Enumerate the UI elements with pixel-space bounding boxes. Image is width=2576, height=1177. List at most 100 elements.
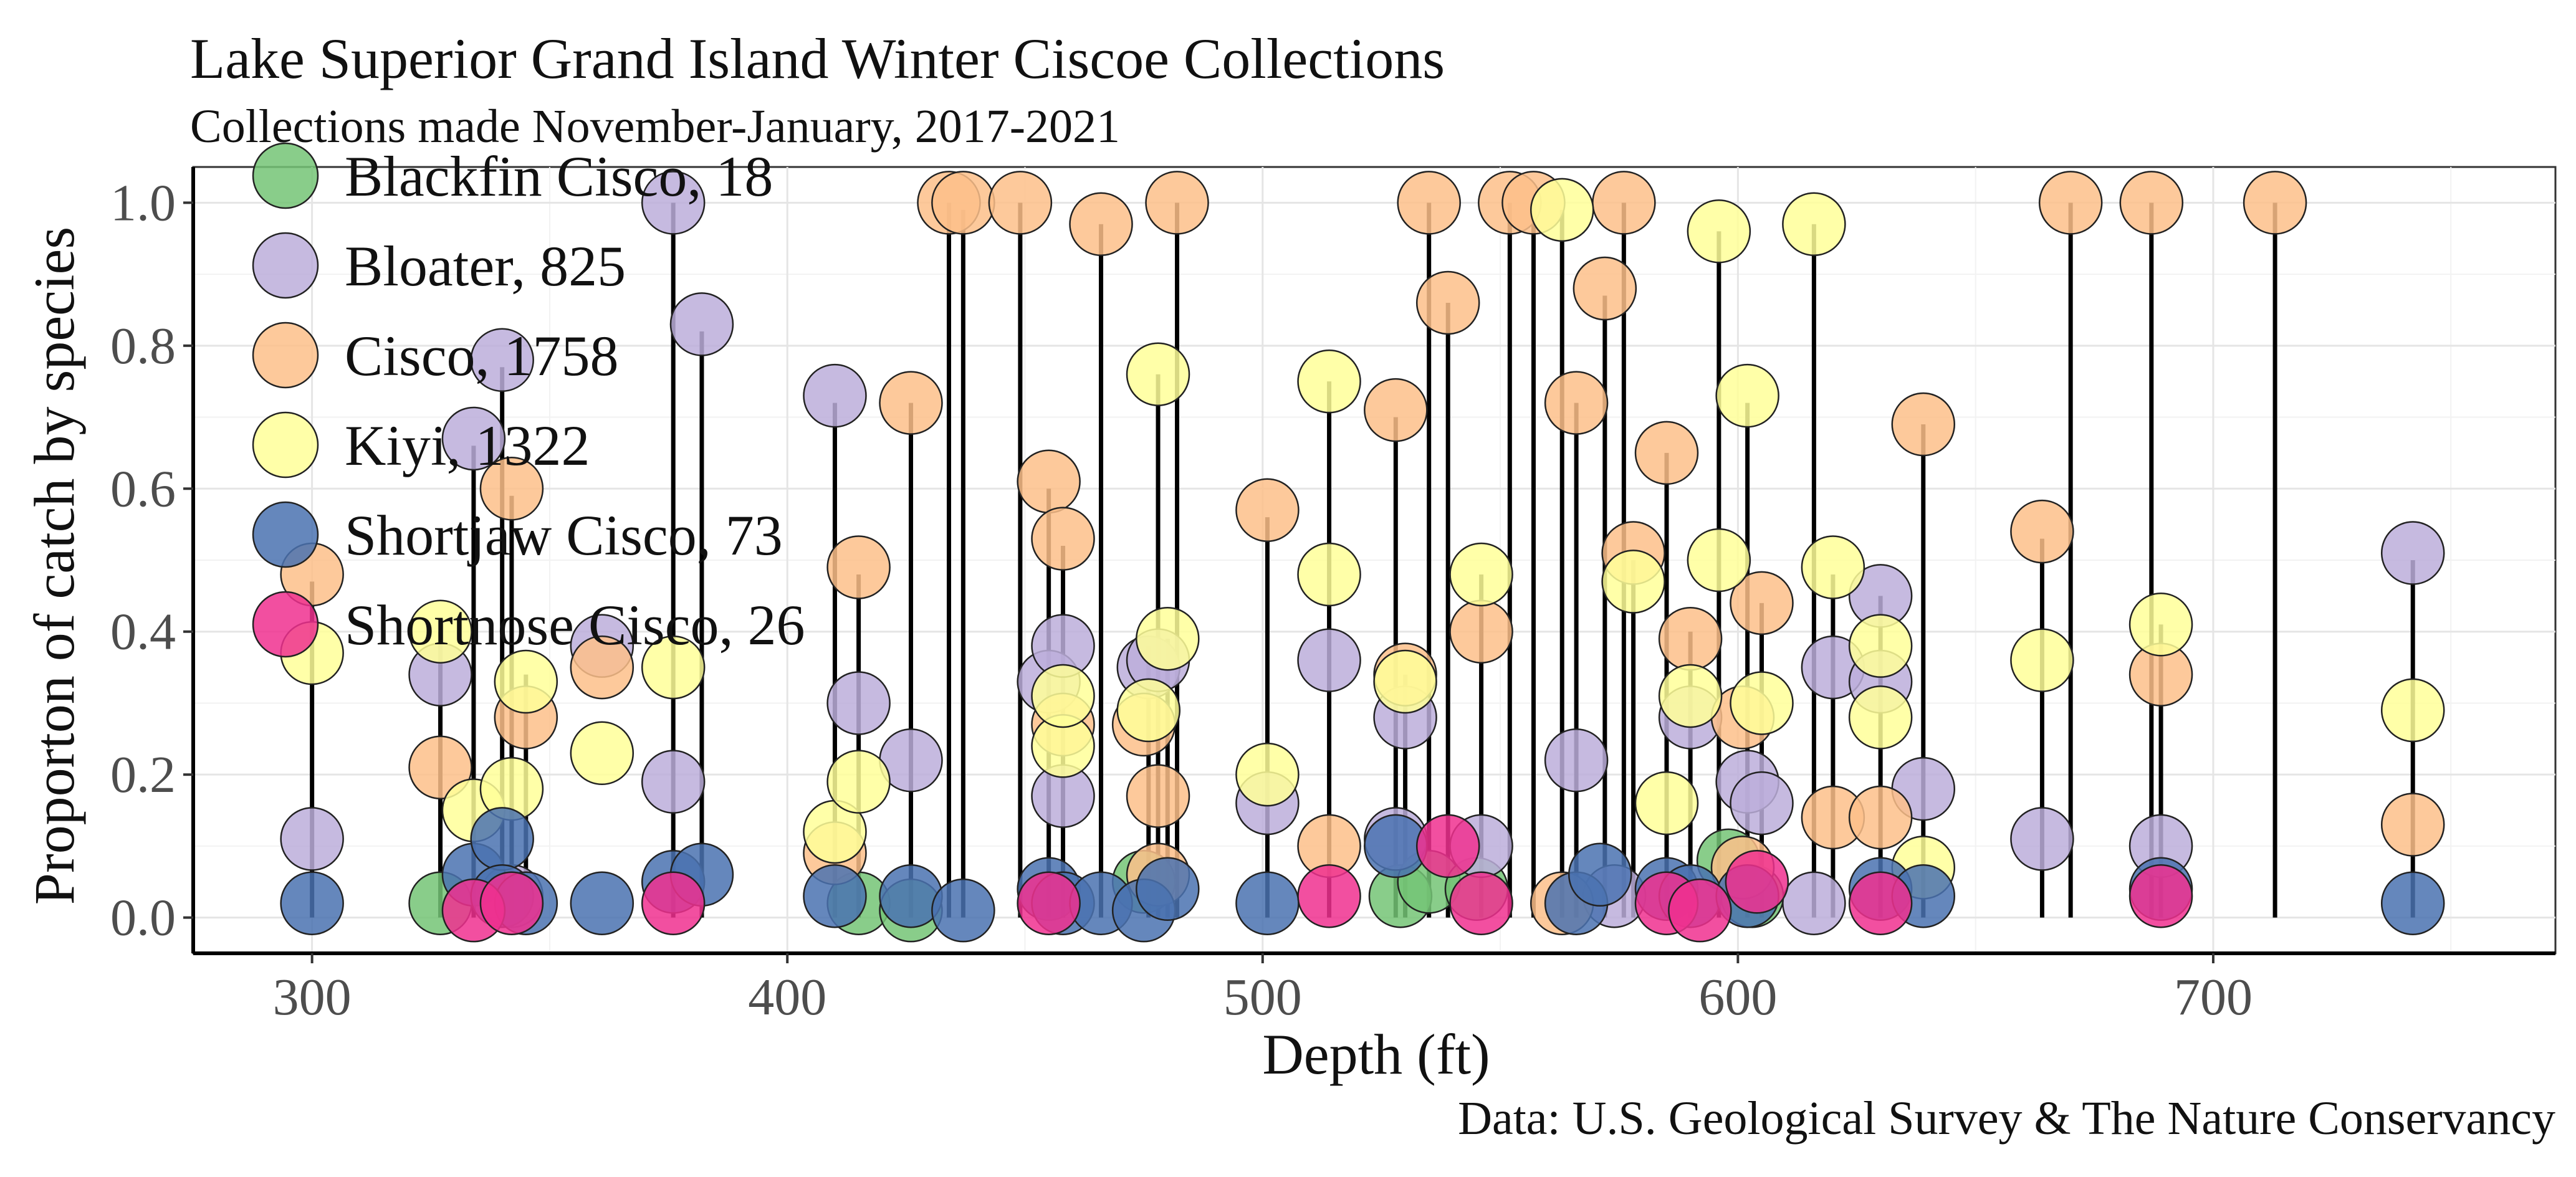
data-point-series-2: [1658, 606, 1723, 671]
data-point-series-2: [1364, 378, 1428, 442]
data-point-series-3: [1687, 528, 1751, 593]
data-point-series-1: [641, 171, 706, 235]
data-points: [280, 171, 2445, 943]
data-point-series-1: [669, 292, 734, 356]
data-point-series-3: [494, 649, 558, 714]
data-point-series-2: [931, 171, 995, 235]
x-axis-title: Depth (ft): [1262, 1022, 1490, 1086]
data-point-series-2: [1017, 449, 1081, 514]
data-point-series-3: [2380, 678, 2445, 743]
data-point-series-1: [1730, 771, 1794, 836]
data-point-series-3: [1136, 606, 1200, 671]
data-source-caption: Data: U.S. Geological Survey & The Natur…: [1458, 1092, 2555, 1145]
y-axis-title: Proporton of catch by species: [22, 227, 86, 905]
data-point-series-2: [1634, 421, 1699, 485]
data-point-series-3: [826, 750, 891, 814]
data-point-series-3: [1116, 678, 1181, 743]
data-point-series-3: [1658, 664, 1723, 728]
data-point-series-5: [2128, 864, 2193, 928]
x-tick-label: 600: [1698, 968, 1777, 1026]
data-point-series-3: [1297, 349, 1361, 414]
y-tick-label: 0.8: [110, 317, 176, 375]
data-point-series-2: [1397, 171, 1461, 235]
data-point-series-1: [1782, 871, 1846, 935]
chart-subtitle: Collections made November-January, 2017-…: [190, 100, 1120, 153]
x-tick-label: 300: [273, 968, 352, 1026]
y-tick-label: 1.0: [110, 174, 176, 232]
x-tick-label: 400: [748, 968, 826, 1026]
data-point-series-3: [570, 721, 634, 786]
data-point-series-2: [2243, 171, 2307, 235]
data-point-series-2: [879, 371, 943, 435]
data-point-series-3: [2128, 593, 2193, 657]
data-point-series-4: [570, 871, 634, 935]
data-point-series-4: [1136, 857, 1200, 921]
data-point-series-3: [1730, 671, 1794, 735]
data-point-series-2: [570, 635, 634, 700]
data-point-series-3: [1715, 363, 1779, 428]
data-point-series-1: [2380, 521, 2445, 585]
data-point-series-4: [470, 807, 534, 871]
data-point-series-5: [1017, 871, 1081, 935]
data-point-series-5: [1449, 871, 1513, 935]
legend-label-2: Cisco, 1758: [345, 324, 619, 388]
data-point-series-3: [1687, 199, 1751, 264]
data-point-series-3: [1126, 342, 1190, 406]
data-point-series-2: [1235, 478, 1300, 542]
data-point-series-4: [280, 871, 344, 935]
data-point-series-3: [1297, 542, 1361, 607]
data-point-series-1: [826, 671, 891, 735]
data-point-series-2: [408, 735, 472, 799]
data-point-series-1: [441, 406, 506, 471]
legend-label-5: Shortnose Cisco, 26: [345, 593, 805, 657]
data-point-series-2: [1573, 256, 1637, 321]
data-point-series-3: [1848, 614, 1913, 678]
data-point-series-3: [1373, 649, 1437, 714]
data-point-series-2: [1592, 171, 1656, 235]
data-point-series-5: [479, 871, 544, 935]
x-tick-label: 500: [1223, 968, 1302, 1026]
data-point-series-3: [641, 635, 706, 700]
data-point-series-2: [1449, 599, 1513, 664]
y-tick-label: 0.6: [110, 460, 176, 518]
data-point-series-2: [1730, 571, 1794, 636]
legend: Blackfin Cisco, 18 Bloater, 825 Cisco, 175…: [252, 142, 805, 658]
data-point-series-1: [641, 750, 706, 814]
data-point-series-3: [1782, 192, 1846, 257]
data-point-series-3: [1601, 550, 1665, 614]
data-point-series-2: [1544, 371, 1609, 435]
data-point-series-2: [2038, 171, 2103, 235]
data-point-series-4: [1568, 842, 1632, 907]
y-tick-label: 0.0: [110, 889, 176, 947]
data-point-series-1: [2010, 807, 2074, 871]
data-point-series-5: [1297, 864, 1361, 928]
y-tick-label: 0.2: [110, 746, 176, 804]
axes: 300 400 500 600 700 0.0 0.2 0.4 0.6 0.8 1.0: [110, 167, 2555, 1026]
legend-label-1: Bloater, 825: [345, 234, 626, 298]
data-point-series-4: [1235, 871, 1300, 935]
data-point-series-2: [2010, 499, 2074, 564]
data-point-series-2: [1126, 764, 1190, 828]
data-point-series-3: [2010, 628, 2074, 692]
data-point-series-1: [470, 328, 534, 393]
data-point-series-3: [1848, 685, 1913, 750]
data-point-series-5: [641, 871, 706, 935]
data-point-series-2: [2380, 793, 2445, 857]
legend-key-0: [252, 142, 319, 209]
legend-key-3: [252, 411, 319, 479]
data-point-series-2: [479, 457, 544, 521]
data-point-series-5: [1848, 871, 1913, 935]
data-point-series-2: [1891, 392, 1956, 457]
data-point-series-3: [1235, 742, 1300, 807]
chart-title: Lake Superior Grand Island Winter Ciscoe…: [190, 27, 1445, 90]
data-point-series-2: [988, 171, 1053, 235]
data-point-series-3: [1801, 535, 1865, 599]
data-point-series-1: [1297, 628, 1361, 692]
data-point-series-1: [280, 807, 344, 871]
data-point-series-5: [1725, 850, 1789, 914]
data-point-series-3: [1530, 178, 1594, 242]
data-point-series-3: [1449, 542, 1513, 607]
data-point-series-4: [2380, 871, 2445, 935]
data-point-series-2: [1069, 192, 1133, 257]
